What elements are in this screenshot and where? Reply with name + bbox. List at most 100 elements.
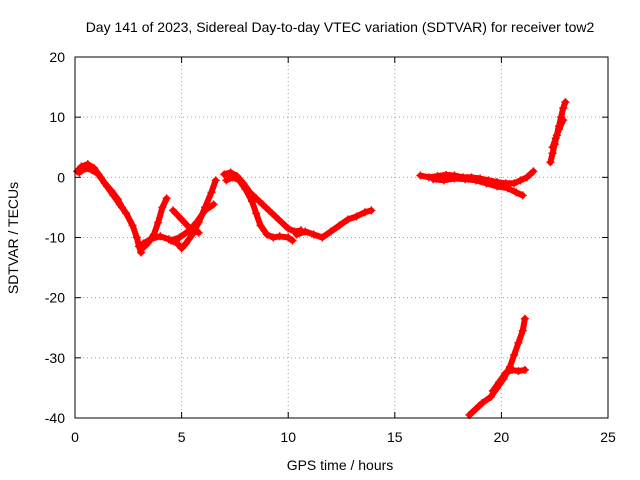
data-point-marker [439, 176, 448, 185]
data-point-marker [520, 314, 529, 323]
data-point-marker [175, 233, 184, 242]
data-point-marker [561, 98, 570, 107]
data-point-marker [554, 125, 563, 134]
x-tick-label: 10 [280, 429, 296, 445]
data-point-marker [181, 239, 190, 248]
data-point-marker [147, 234, 156, 243]
data-point-marker [247, 197, 256, 206]
data-point-marker [559, 116, 568, 125]
series-arc-8 [222, 173, 297, 245]
data-point-marker [100, 179, 109, 188]
data-point-marker [177, 244, 186, 253]
data-point-marker [113, 194, 122, 203]
x-tick-label: 25 [600, 429, 616, 445]
series-arc-15 [488, 365, 529, 395]
data-point-marker [482, 179, 491, 188]
data-point-marker [235, 176, 244, 185]
y-tick-label: -20 [45, 290, 65, 306]
chart-title: Day 141 of 2023, Sidereal Day-to-day VTE… [86, 19, 595, 35]
data-point-marker [228, 173, 237, 182]
series-arc-9 [292, 206, 376, 242]
data-point-marker [262, 230, 271, 239]
data-point-marker [94, 170, 103, 179]
series-line [170, 207, 202, 236]
data-point-marker [209, 200, 218, 209]
data-point-marker [132, 233, 141, 242]
data-point-marker [488, 386, 497, 395]
data-point-marker [75, 168, 84, 177]
data-point-marker [326, 227, 335, 236]
data-point-marker [352, 212, 361, 221]
data-point-marker [471, 176, 480, 185]
data-point-marker [518, 191, 527, 200]
data-point-marker [156, 232, 165, 241]
data-point-marker [201, 206, 210, 215]
y-tick-label: -30 [45, 350, 65, 366]
data-point-marker [360, 208, 369, 217]
data-point-marker [429, 175, 438, 184]
series-arc-6 [169, 206, 203, 237]
data-point-marker [301, 227, 310, 236]
data-point-marker [288, 236, 297, 245]
series-arc-2 [75, 164, 126, 212]
data-point-marker [508, 365, 517, 374]
data-point-marker [292, 230, 301, 239]
data-point-marker [520, 365, 529, 374]
y-tick-label: 10 [49, 109, 65, 125]
data-point-marker [154, 218, 163, 227]
data-point-marker [518, 326, 527, 335]
data-point-marker [211, 176, 220, 185]
data-point-marker [318, 233, 327, 242]
data-point-marker [137, 245, 146, 254]
data-point-marker [461, 175, 470, 184]
data-point-marker [522, 173, 531, 182]
data-point-marker [516, 176, 525, 185]
data-point-marker [158, 203, 167, 212]
data-point-marker [551, 134, 560, 143]
data-point-marker [81, 164, 90, 173]
y-tick-label: 0 [57, 169, 65, 185]
series-arc-11 [429, 174, 527, 200]
data-point-marker [162, 194, 171, 203]
data-point-marker [559, 104, 568, 113]
series-line [430, 175, 526, 199]
data-point-marker [194, 228, 203, 237]
data-point-marker [275, 232, 284, 241]
data-point-marker [271, 212, 280, 221]
y-tick-label: -10 [45, 230, 65, 246]
data-point-marker [222, 176, 231, 185]
data-point-marker [335, 221, 344, 230]
data-point-marker [177, 215, 186, 224]
data-point-marker [450, 174, 459, 183]
data-point-marker [269, 233, 278, 242]
data-point-marker [252, 209, 261, 218]
data-point-marker [207, 188, 216, 197]
y-tick-label: -40 [45, 410, 65, 426]
data-point-marker [284, 233, 293, 242]
data-point-marker [88, 166, 97, 175]
data-point-marker [495, 377, 504, 386]
data-point-marker [512, 188, 521, 197]
data-point-marker [503, 184, 512, 193]
series-layer [73, 98, 570, 419]
data-point-marker [122, 209, 131, 218]
data-point-marker [128, 221, 137, 230]
data-point-marker [546, 158, 555, 167]
data-point-marker [367, 206, 376, 215]
data-point-marker [166, 236, 175, 245]
data-point-marker [258, 200, 267, 209]
data-point-marker [277, 218, 286, 227]
data-point-marker [192, 218, 201, 227]
x-axis-label: GPS time / hours [287, 457, 394, 473]
x-tick-label: 0 [71, 429, 79, 445]
data-point-marker [139, 239, 148, 248]
data-point-marker [220, 170, 229, 179]
x-tick-label: 20 [494, 429, 510, 445]
data-point-marker [501, 368, 510, 377]
data-point-marker [548, 143, 557, 152]
data-point-marker [510, 350, 519, 359]
y-tick-label: 20 [49, 49, 65, 65]
series-line [549, 117, 567, 151]
